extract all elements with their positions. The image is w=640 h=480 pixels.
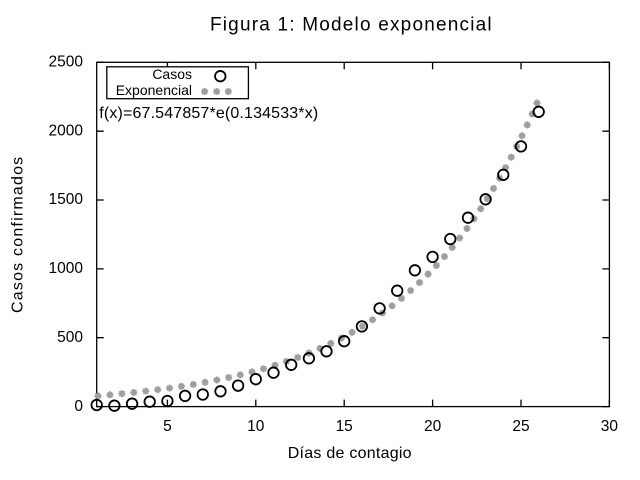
svg-text:500: 500 — [57, 329, 83, 346]
svg-text:20: 20 — [424, 418, 442, 435]
svg-text:Casos: Casos — [152, 66, 192, 82]
svg-text:2000: 2000 — [49, 122, 84, 139]
svg-text:1000: 1000 — [49, 260, 84, 277]
svg-text:25: 25 — [512, 418, 529, 435]
svg-text:Figura 1: Modelo exponencial: Figura 1: Modelo exponencial — [210, 15, 493, 36]
svg-text:5: 5 — [163, 418, 172, 435]
svg-text:f(x)=67.547857*e(0.134533*x): f(x)=67.547857*e(0.134533*x) — [99, 105, 318, 122]
svg-text:2500: 2500 — [49, 54, 84, 71]
svg-text:Días de contagio: Días de contagio — [288, 445, 412, 462]
svg-text:30: 30 — [601, 418, 619, 435]
svg-text:1500: 1500 — [49, 191, 84, 208]
svg-text:Exponencial: Exponencial — [116, 82, 192, 98]
svg-text:0: 0 — [74, 398, 83, 415]
svg-text:Casos confirmados: Casos confirmados — [9, 156, 26, 313]
svg-text:15: 15 — [336, 418, 353, 435]
svg-text:10: 10 — [247, 418, 265, 435]
